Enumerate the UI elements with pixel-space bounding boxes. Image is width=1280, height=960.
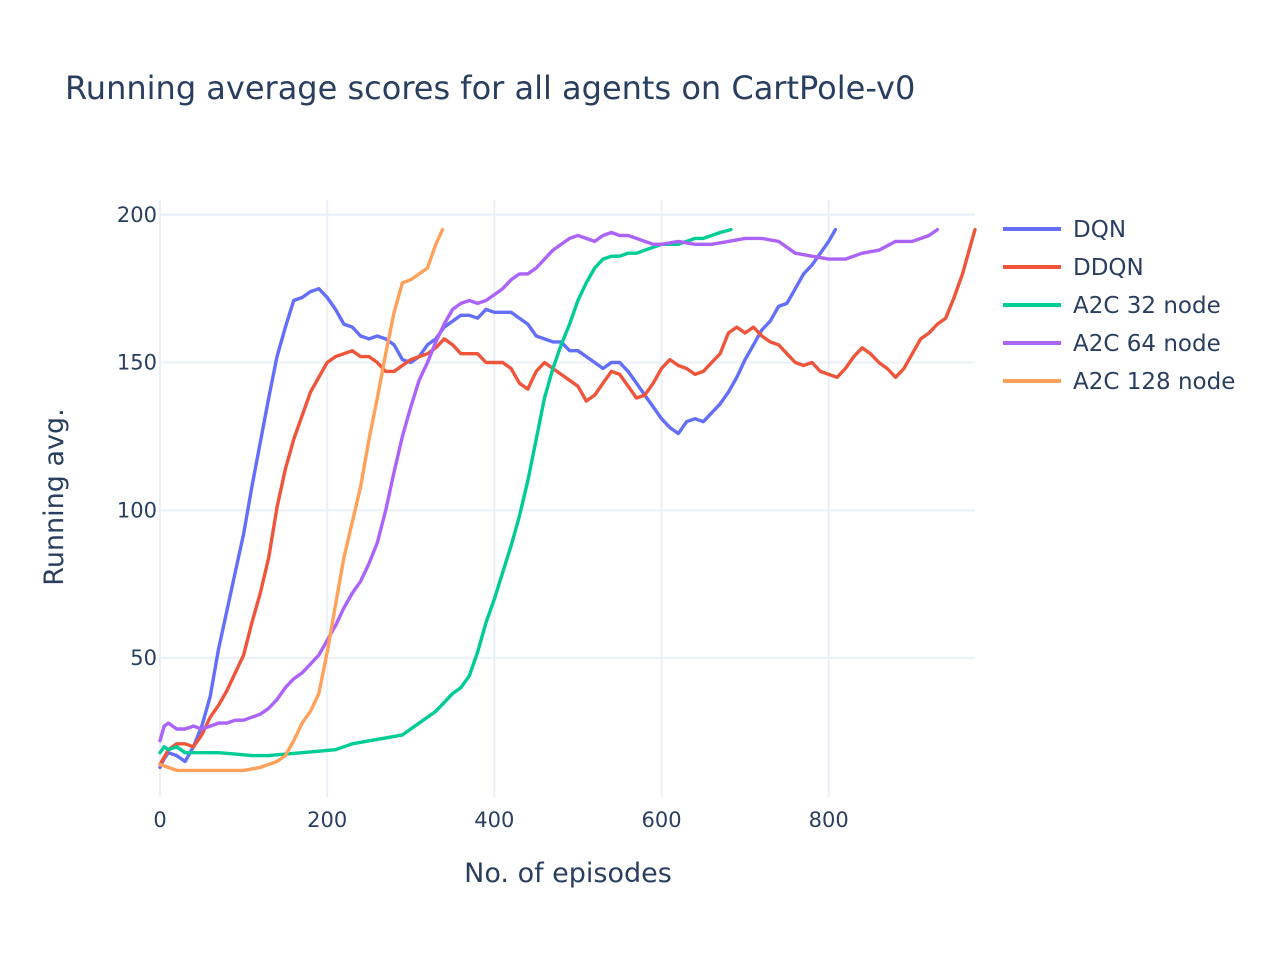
series-line-dqn (158, 227, 838, 770)
series-line-a2c-32-node (158, 227, 733, 758)
series-line-a2c-128-node (158, 227, 445, 773)
y-tick-label: 200 (117, 203, 157, 227)
legend-label: A2C 32 node (1073, 293, 1221, 319)
y-tick-label: 50 (130, 646, 157, 670)
legend-label: DQN (1073, 217, 1126, 243)
series-line-ddqn (158, 227, 977, 767)
legend-label: A2C 128 node (1073, 369, 1235, 395)
x-tick-label: 400 (474, 808, 514, 832)
legend-item[interactable]: DQN (1003, 217, 1126, 243)
x-axis-title: No. of episodes (464, 858, 672, 889)
series-line-a2c-64-node (158, 227, 940, 743)
chart-title: Running average scores for all agents on… (65, 69, 915, 107)
gridlines (159, 200, 975, 797)
x-tick-label: 800 (809, 808, 849, 832)
legend-item[interactable]: A2C 128 node (1003, 369, 1235, 395)
legend-item[interactable]: DDQN (1003, 255, 1144, 281)
x-tick-label: 600 (641, 808, 681, 832)
legend[interactable]: DQN DDQN A2C 32 node A2C 64 node A2C 128 nod… (1003, 217, 1235, 395)
y-axis-title: Running avg. (39, 408, 70, 585)
legend-label: A2C 64 node (1073, 331, 1221, 357)
y-tick-label: 100 (117, 498, 157, 522)
y-tick-label: 150 (117, 351, 157, 375)
x-tick-label: 200 (307, 808, 347, 832)
x-tick-label: 0 (153, 808, 166, 832)
legend-item[interactable]: A2C 64 node (1003, 331, 1221, 357)
legend-label: DDQN (1073, 255, 1144, 281)
tick-labels: 0 200 400 600 800 50 100 150 200 (117, 203, 849, 832)
legend-item[interactable]: A2C 32 node (1003, 293, 1221, 319)
series-lines (158, 227, 977, 773)
